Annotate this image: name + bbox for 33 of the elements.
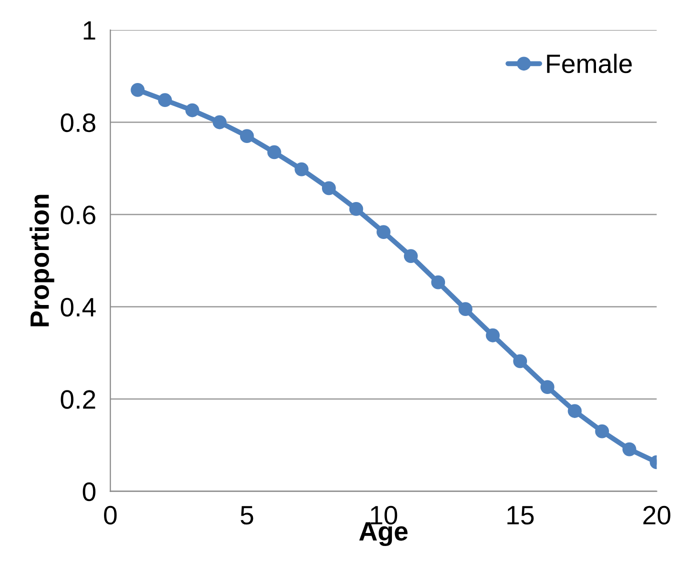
point (458, 302, 472, 316)
y-tick-label: 0.4 (60, 298, 96, 317)
point (130, 83, 145, 97)
point (212, 115, 227, 130)
point (294, 162, 309, 176)
point (568, 404, 582, 418)
y-tick-label: 0.6 (60, 206, 96, 224)
x-tick-label: 15 (507, 506, 534, 525)
point (431, 275, 446, 290)
y-tick-label: 0.8 (60, 113, 96, 132)
point (404, 249, 418, 263)
point (486, 328, 500, 342)
point (595, 424, 609, 438)
y-tick-label: 0.2 (60, 390, 96, 409)
x-tick-label: 0 (104, 506, 117, 525)
point (267, 145, 282, 160)
x-tick-label: 5 (240, 506, 254, 525)
x-tick-label: 10 (370, 506, 398, 525)
point (513, 354, 528, 368)
x-axis-title: Age (359, 522, 408, 546)
point (322, 181, 336, 196)
point (240, 129, 254, 144)
point (622, 442, 636, 456)
y-axis-title: Proportion (30, 194, 54, 326)
y-tick-label: 1 (84, 21, 96, 40)
x-tick-label: 20 (643, 506, 670, 525)
legend-label: Female (547, 54, 632, 74)
point (349, 202, 364, 216)
point (376, 225, 390, 239)
y-tick-label: 0 (82, 482, 96, 502)
point (158, 93, 172, 108)
point (540, 380, 554, 394)
point (185, 103, 200, 118)
